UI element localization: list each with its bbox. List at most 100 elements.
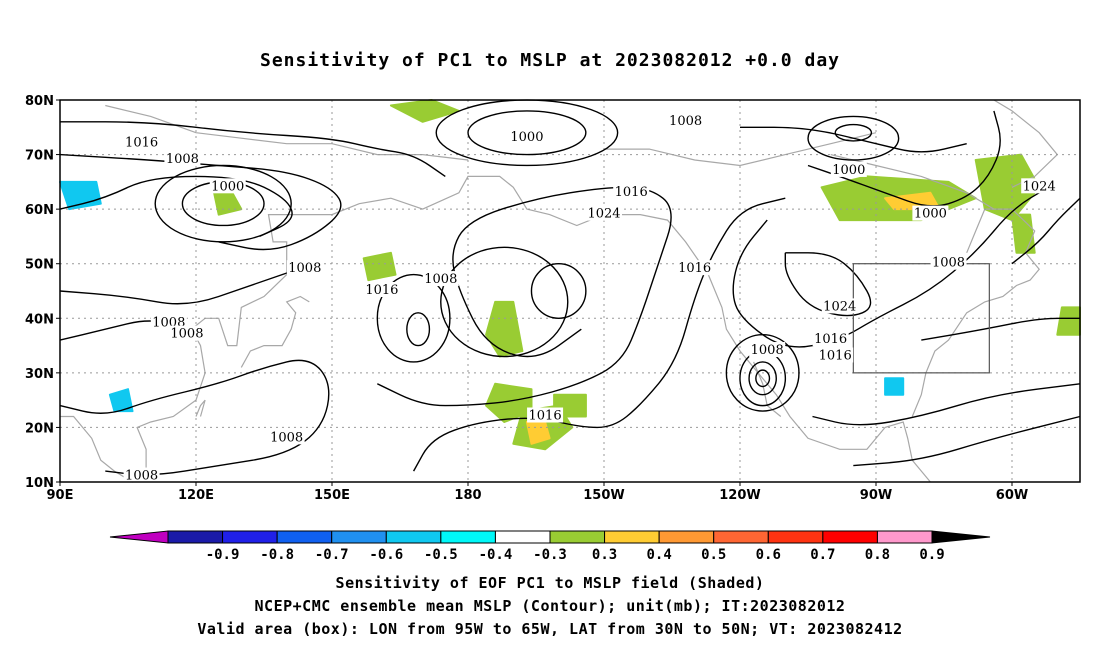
colorbar-swatch [604,530,660,544]
contour-label-bg [821,298,858,314]
colorbar-swatch [167,530,224,544]
sensitivity-patch [884,377,905,396]
lon-tick-label: 150E [314,488,350,503]
caption-valid-area: Valid area (box): LON from 95W to 65W, L… [197,620,903,638]
contour-label: 1008 [170,327,203,342]
lon-tick-label: 180 [454,488,481,503]
lon-tick-label: 90W [860,488,892,503]
contour-label-bg [749,342,786,358]
colorbar-swatch [331,530,387,544]
isobar [440,246,569,358]
sensitivity-patch [974,153,1041,222]
colorbar-arrow-right [931,530,991,544]
coastline [604,132,877,167]
sensitivity-patch [1056,306,1081,336]
map-frame [59,99,1081,483]
contour-label-bg [363,282,400,297]
colorbar: -0.9 -0.8 -0.7 -0.6 -0.5 -0.4 -0.3 0.3 0.4 0.5 0.6… [109,530,991,563]
caption-contour: NCEP+CMC ensemble mean MSLP (Contour); u… [254,597,846,615]
contour-label: 1008 [669,114,702,129]
sensitivity-shading [59,99,1081,451]
contour-label-bg [422,271,459,287]
contour-label: 1024 [823,299,856,314]
contour-label-bg [676,260,713,276]
colorbar-arrow-left [109,530,169,544]
contour-label-bg [268,429,305,445]
contour-label: 1000 [914,207,947,222]
colorbar-label: 0.3 [592,547,617,563]
colorbar-label: -0.7 [315,547,349,563]
contour-label-bg [613,183,650,199]
colorbar-label: 0.9 [919,547,944,563]
colorbar-swatch [494,530,551,544]
lat-tick-label: 40N [25,312,54,327]
isobar [530,263,587,320]
colorbar-swatch [440,530,496,544]
lon-tick-label: 120E [178,488,214,503]
isobar [1011,197,1081,265]
lon-tick-label: 60W [996,488,1028,503]
contour-labels: 1016 1008 1000 1000 1008 1016 1024 1008 1016 1008… [123,112,1058,484]
colorbar-label: -0.4 [479,547,513,563]
contour-label-bg [930,254,967,270]
contour-label: 1008 [270,430,303,445]
coastline [60,175,931,483]
lat-tick-label: 30N [25,367,54,382]
valid-area-rect [852,263,990,374]
coastline [993,99,1059,188]
contour-label: 1008 [424,272,457,287]
contour-label: 1016 [365,283,398,298]
map-title: Sensitivity of PC1 to MSLP at 2023082012… [259,50,840,71]
sensitivity-patch [59,180,102,211]
colorbar-swatch [549,530,606,544]
contour-label: 1016 [615,185,648,200]
contour-label-bg [912,205,949,221]
contour-label-bg [586,205,622,221]
map-plot-area: 1016 1008 1000 1000 1008 1016 1024 1008 1016 1008… [59,99,1081,484]
sensitivity-patch [362,251,397,282]
contour-label: 1000 [510,130,543,145]
contour-label-bg [286,260,323,276]
sensitivity-patch [108,388,134,413]
valid-area-box [852,263,990,374]
colorbar-label: 0.5 [701,547,726,563]
contour-label-bg [123,134,160,150]
colorbar-swatch [276,530,333,544]
contour-label: 1024 [587,207,620,222]
isobar [739,126,967,153]
contour-label-bg [508,129,545,145]
isobar [59,359,330,476]
contour-label-bg [164,151,201,167]
isobar [376,273,451,363]
colorbar-swatch [713,530,769,544]
coastline [240,295,310,368]
sensitivity-patch [485,300,524,358]
contour-label-bg [209,178,246,194]
colorbar-swatch [822,530,878,544]
contour-label-bg [667,112,704,128]
isobar [60,121,446,177]
isobar [467,110,587,156]
colorbar-label: -0.9 [206,547,240,563]
contour-label: 1016 [529,409,562,424]
isobar [59,175,293,238]
colorbar-swatch [222,530,278,544]
lat-tick-label: 20N [25,421,54,436]
contour-label: 1008 [166,152,199,167]
lon-tick-label: 120W [719,488,760,503]
sensitivity-patch [485,382,533,423]
lon-tick-label: 90E [47,488,74,503]
contour-label-bg [527,407,564,423]
contour-label-bg [830,161,867,177]
lat-tick-label: 10N [25,476,54,491]
isobar [921,317,1080,341]
colorbar-label: -0.6 [369,547,403,563]
lat-tick-label: 60N [25,203,54,218]
colorbar-swatch [767,530,824,544]
isobar [406,312,431,347]
contour-label: 1008 [288,261,321,276]
colorbar-label: -0.8 [260,547,294,563]
coastline [830,154,995,210]
